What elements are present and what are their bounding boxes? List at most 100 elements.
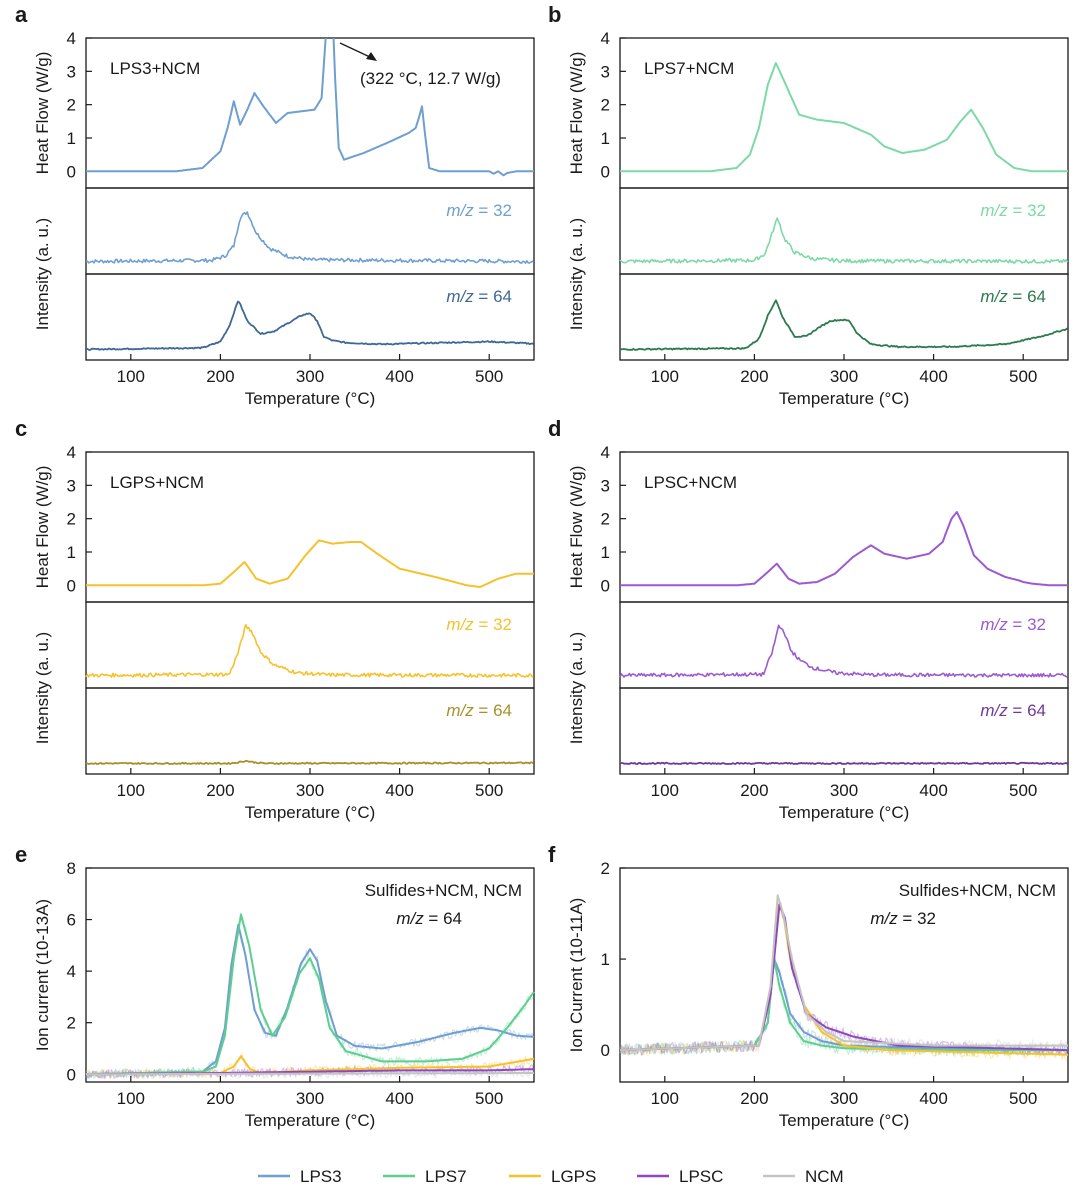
panel-f-y-axis-label: Ion Current (10-11A) — [567, 898, 586, 1053]
panel-e-x-tick-label-300: 300 — [296, 1089, 324, 1108]
panel-d-mz64-label: m/z = 64 — [980, 701, 1046, 720]
panel-a-mz64-line — [85, 300, 534, 351]
panel-c-ytick-label-1: 1 — [67, 543, 76, 562]
legend-label-LPSC: LPSC — [679, 1167, 723, 1186]
panel-e-x-tick-label-400: 400 — [385, 1089, 413, 1108]
panel-f-ytick-label-1: 1 — [601, 950, 610, 969]
panel-c-mz32-line — [85, 624, 534, 678]
panel-a-x-axis-label-unit: (°C) — [345, 389, 375, 408]
panel-b-heatflow-axis-label: Heat Flow (W/g) — [567, 52, 586, 175]
panel-c-mz32-label: m/z = 32 — [446, 615, 512, 634]
panel-b-ytick-label-2: 2 — [601, 96, 610, 115]
panel-e-x-axis-label-unit: (°C) — [345, 1111, 375, 1130]
panel-c-x-axis-label-text: Temperature — [245, 803, 345, 822]
panel-f-x-tick-label-100: 100 — [651, 1089, 679, 1108]
panel-c-mz32-label-prefix: m/z — [446, 615, 474, 634]
panel-d-mz32-line — [619, 624, 1068, 678]
panel-f-ytick-label-2: 2 — [601, 859, 610, 878]
panel-c-x-tick-label-300: 300 — [296, 781, 324, 800]
panel-a-ytick-label-1: 1 — [67, 129, 76, 148]
panel-a-heatflow-line — [86, 38, 534, 177]
legend-label-LGPS: LGPS — [551, 1167, 596, 1186]
panel-d-x-tick-label-100: 100 — [651, 781, 679, 800]
panel-a-x-axis-label-text: Temperature — [245, 389, 345, 408]
panel-c-mz32-label-value: = 32 — [474, 615, 512, 634]
panel-c-ytick-label-4: 4 — [67, 443, 76, 462]
panel-a-title: LPS3+NCM — [110, 59, 200, 78]
panel-f-ytick-label-0: 0 — [601, 1041, 610, 1060]
panel-d-x-tick-label-500: 500 — [1009, 781, 1037, 800]
panel-c-ytick-label-2: 2 — [67, 510, 76, 529]
panel-e-series-LPS3 — [85, 923, 535, 1076]
panel-e-x-axis-label-text: Temperature — [245, 1111, 345, 1130]
panel-b-x-axis-label-unit: (°C) — [879, 389, 909, 408]
panel-b-mz64-label-prefix: m/z — [980, 287, 1008, 306]
panel-d-ytick-label-3: 3 — [601, 476, 610, 495]
panel-f-x-axis-label: Temperature (°C) — [779, 1111, 910, 1130]
panel-d-x-tick-label-200: 200 — [740, 781, 768, 800]
panel-e-x-tick-label-100: 100 — [117, 1089, 145, 1108]
panel-b-x-tick-label-200: 200 — [740, 367, 768, 386]
panel-c-mz64-line — [85, 759, 535, 765]
panel-f-mz-value: = 32 — [898, 909, 936, 928]
panel-a-mz64-label-prefix: m/z — [446, 287, 474, 306]
panel-f-mz-label: m/z = 32 — [870, 909, 936, 928]
panel-e-mz-prefix: m/z — [396, 909, 424, 928]
panel-b-x-tick-label-300: 300 — [830, 367, 858, 386]
panel-a-x-tick-label-400: 400 — [385, 367, 413, 386]
panel-e-title: Sulfides+NCM, NCM — [365, 881, 522, 900]
panel-a-intensity-axis-label: Intensity (a. u.) — [33, 218, 52, 330]
panel-b-mz32-line — [619, 217, 1069, 264]
panel-c-heatflow-line — [86, 539, 534, 588]
panel-d-title: LPSC+NCM — [644, 473, 737, 492]
panel-e-ytick-label-8: 8 — [67, 859, 76, 878]
panel-d-intensity-axis-label: Intensity (a. u.) — [567, 632, 586, 744]
panel-e-series-LPS3-raw — [85, 924, 535, 1079]
panel-a-x-tick-label-100: 100 — [117, 367, 145, 386]
panel-a-x-axis-label: Temperature (°C) — [245, 389, 376, 408]
panel-d-ytick-label-1: 1 — [601, 543, 610, 562]
panel-d-ytick-label-4: 4 — [601, 443, 610, 462]
panel-e-series-NCM — [85, 1072, 535, 1076]
panel-a-x-tick-label-500: 500 — [475, 367, 503, 386]
panel-b-ytick-label-3: 3 — [601, 62, 610, 81]
panel-c-title: LGPS+NCM — [110, 473, 204, 492]
panel-c-ytick-label-0: 0 — [67, 576, 76, 595]
panel-f-x-axis-label-text: Temperature — [779, 1111, 879, 1130]
panel-c-ytick-label-3: 3 — [67, 476, 76, 495]
panel-a-mz64-label-value: = 64 — [474, 287, 512, 306]
panel-b-mz64-label-value: = 64 — [1008, 287, 1046, 306]
panel-e-x-tick-label-500: 500 — [475, 1089, 503, 1108]
panel-a-heatflow-axis-label: Heat Flow (W/g) — [33, 52, 52, 175]
panel-b-x-axis-label-text: Temperature — [779, 389, 879, 408]
panel-d-x-tick-label-300: 300 — [830, 781, 858, 800]
panel-a-mz32-label-value: = 32 — [474, 201, 512, 220]
panel-e-series-LPS7 — [85, 913, 535, 1076]
panel-f-series-NCM — [619, 894, 1069, 1052]
panel-d-heatflow-axis-label: Heat Flow (W/g) — [567, 466, 586, 589]
panel-b-mz64-label: m/z = 64 — [980, 287, 1046, 306]
panel-c-x-axis-label: Temperature (°C) — [245, 803, 376, 822]
panel-d-x-axis-label-unit: (°C) — [879, 803, 909, 822]
panel-f-x-axis-label-unit: (°C) — [879, 1111, 909, 1130]
panel-b-x-tick-label-100: 100 — [651, 367, 679, 386]
panel-c-mz64-label-value: = 64 — [474, 701, 512, 720]
panel-d-mz32-label-prefix: m/z — [980, 615, 1008, 634]
panel-d-x-axis-label-text: Temperature — [779, 803, 879, 822]
panel-f-x-tick-label-400: 400 — [919, 1089, 947, 1108]
panel-a-mz32-line — [85, 211, 534, 264]
panel-b-title: LPS7+NCM — [644, 59, 734, 78]
legend-label-LPS7: LPS7 — [425, 1167, 467, 1186]
panel-d-mz32-label: m/z = 32 — [980, 615, 1046, 634]
panel-d-mz32-label-value: = 32 — [1008, 615, 1046, 634]
panel-e-letter: e — [15, 842, 27, 867]
panel-d-heatflow-line — [620, 511, 1068, 587]
panel-c-letter: c — [15, 416, 27, 441]
panel-a-mz32-label-prefix: m/z — [446, 201, 474, 220]
panel-e-ytick-label-4: 4 — [67, 962, 76, 981]
panel-f-series-LPSC — [619, 903, 1069, 1052]
panel-c-x-tick-label-100: 100 — [117, 781, 145, 800]
panel-c-mz64-label: m/z = 64 — [446, 701, 512, 720]
panel-b-heatflow-line — [620, 62, 1068, 173]
